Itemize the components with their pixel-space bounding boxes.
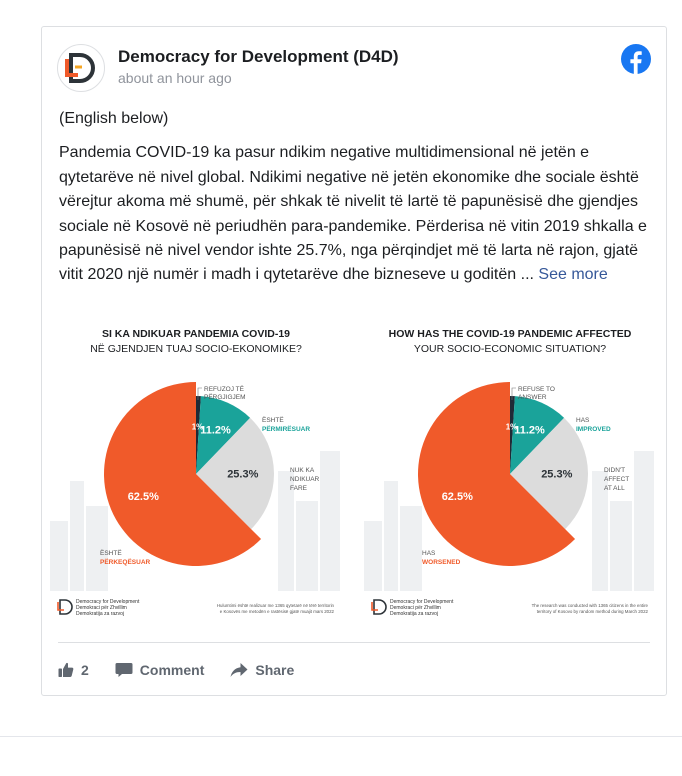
facebook-icon[interactable] [621,44,651,74]
share-icon [230,663,248,677]
skyline-building [50,521,68,591]
skyline-building [610,501,632,591]
chart-title-line1: HOW HAS THE COVID-19 PANDEMIC AFFECTED [389,328,632,340]
pie-chart-english: HOW HAS THE COVID-19 PANDEMIC AFFECTED Y… [364,328,654,617]
skyline-building [400,506,422,591]
label-no-3: AT ALL [604,485,625,492]
pie-slice-no-effect [510,417,588,530]
footer-note-2: e Kosovës me metodën e rastësisë gjatë m… [220,609,335,614]
pie-slice-worsened [104,382,262,566]
thumbs-up-icon [58,662,74,677]
pie-value-label: 1% [192,423,204,432]
pie-chart-albanian: SI KA NDIKUAR PANDEMIA COVID-19 NË GJEND… [50,328,340,617]
chart-footer-logo-icon [371,599,387,615]
share-button[interactable]: Share [230,662,294,678]
chart-title-line2: NË GJENDJEN TUAJ SOCIO-EKONOMIKE? [90,343,302,355]
label-improved-2: PËRMIRËSUAR [262,425,310,433]
label-no-2: NDIKUAR [290,476,320,483]
skyline-building [278,471,294,591]
pie-value-label: 11.2% [514,425,545,437]
label-worse-2: WORSENED [422,559,461,566]
label-refuse-2: ANSWER [518,394,547,401]
page-name-link[interactable]: Democracy for Development (D4D) [118,47,399,66]
comment-button[interactable]: Comment [115,662,205,678]
post-image-english[interactable]: HOW HAS THE COVID-19 PANDEMIC AFFECTED Y… [356,319,664,627]
see-more-link[interactable]: See more [538,266,608,284]
pie-slice-no-effect [196,417,274,530]
footer-org-3: Demokratija za razvoj [390,611,438,617]
pie-value-label: 25.3% [541,469,572,481]
footer-note-2: territory of Kosovo by random method dur… [537,609,649,614]
label-no-1: DIDN'T [604,467,625,474]
footer-org-1: Democracy for Development [390,599,454,605]
chart-title-line1: SI KA NDIKUAR PANDEMIA COVID-19 [102,328,290,340]
post-body: Pandemia COVID-19 ka pasur ndikim negati… [59,144,647,284]
pie-value-label: 11.2% [200,425,231,437]
skyline-building [70,481,84,591]
skyline-building [320,451,340,591]
label-refuse-1: REFUSE TO [518,386,555,393]
like-button[interactable]: 2 [58,662,89,678]
footer-org-2: Demokraci për Zhvillim [76,605,127,611]
footer-org-2: Demokraci për Zhvillim [390,605,441,611]
pie-value-label: 25.3% [227,469,258,481]
label-no-1: NUK KA [290,467,315,474]
skyline-building [634,451,654,591]
label-worse-2: PËRKEQËSUAR [100,558,151,566]
chart-title-line2: YOUR SOCIO-ECONOMIC SITUATION? [414,343,606,355]
post-actions-bar: 2 Comment Share [58,652,320,688]
post-body-paragraph: Pandemia COVID-19 ka pasur ndikim negati… [59,141,659,287]
d4d-logo-icon [65,53,95,83]
label-improved-1: ËSHTË [262,416,284,424]
like-count: 2 [81,662,89,678]
label-no-2: AFFECT [604,476,629,483]
label-refuse-2: PËRGJIGJEM [204,393,246,401]
chart-footer-logo-icon [57,599,73,615]
label-refuse-1: REFUZOJ TË [204,385,245,393]
actions-divider [58,642,650,643]
footer-note-1: The research was conducted with 1365 cit… [532,603,649,608]
pie-value-label: 62.5% [128,491,159,503]
facebook-post-card: Democracy for Development (D4D) about an… [41,26,667,696]
skyline-building [364,521,382,591]
skyline-building [592,471,608,591]
pie-slice-refused [196,396,201,474]
skyline-building [86,506,108,591]
footer-org-1: Democracy for Development [76,599,140,605]
footer-note-1: Hulumtimi është realizuar me 1365 qyteta… [217,603,335,608]
post-timestamp[interactable]: about an hour ago [118,70,232,86]
label-improved-2: IMPROVED [576,426,611,433]
post-image-albanian[interactable]: SI KA NDIKUAR PANDEMIA COVID-19 NË GJEND… [42,319,350,627]
pie-slice-improved [196,396,251,474]
post-intro: (English below) [59,110,169,127]
pie-slice-improved [510,396,565,474]
pie-slice-worsened [418,382,576,566]
label-improved-1: HAS [576,417,590,424]
skyline-building [384,481,398,591]
label-worse-1: ËSHTË [100,549,122,557]
page-avatar[interactable] [57,44,105,92]
pie-value-label: 62.5% [442,491,473,503]
pie-leader-line [197,387,202,400]
label-worse-1: HAS [422,550,436,557]
pie-value-label: 1% [506,423,518,432]
comment-icon [115,663,133,677]
pie-slice-refused [510,396,515,474]
footer-org-3: Demokratija za razvoj [76,611,124,617]
pie-leader-line [511,387,516,400]
share-label: Share [255,662,295,678]
label-no-3: FARE [290,485,308,492]
post-text: (English below) Pandemia COVID-19 ka pas… [59,107,659,288]
comment-label: Comment [139,662,205,678]
skyline-building [296,501,318,591]
feed-divider [0,736,682,737]
